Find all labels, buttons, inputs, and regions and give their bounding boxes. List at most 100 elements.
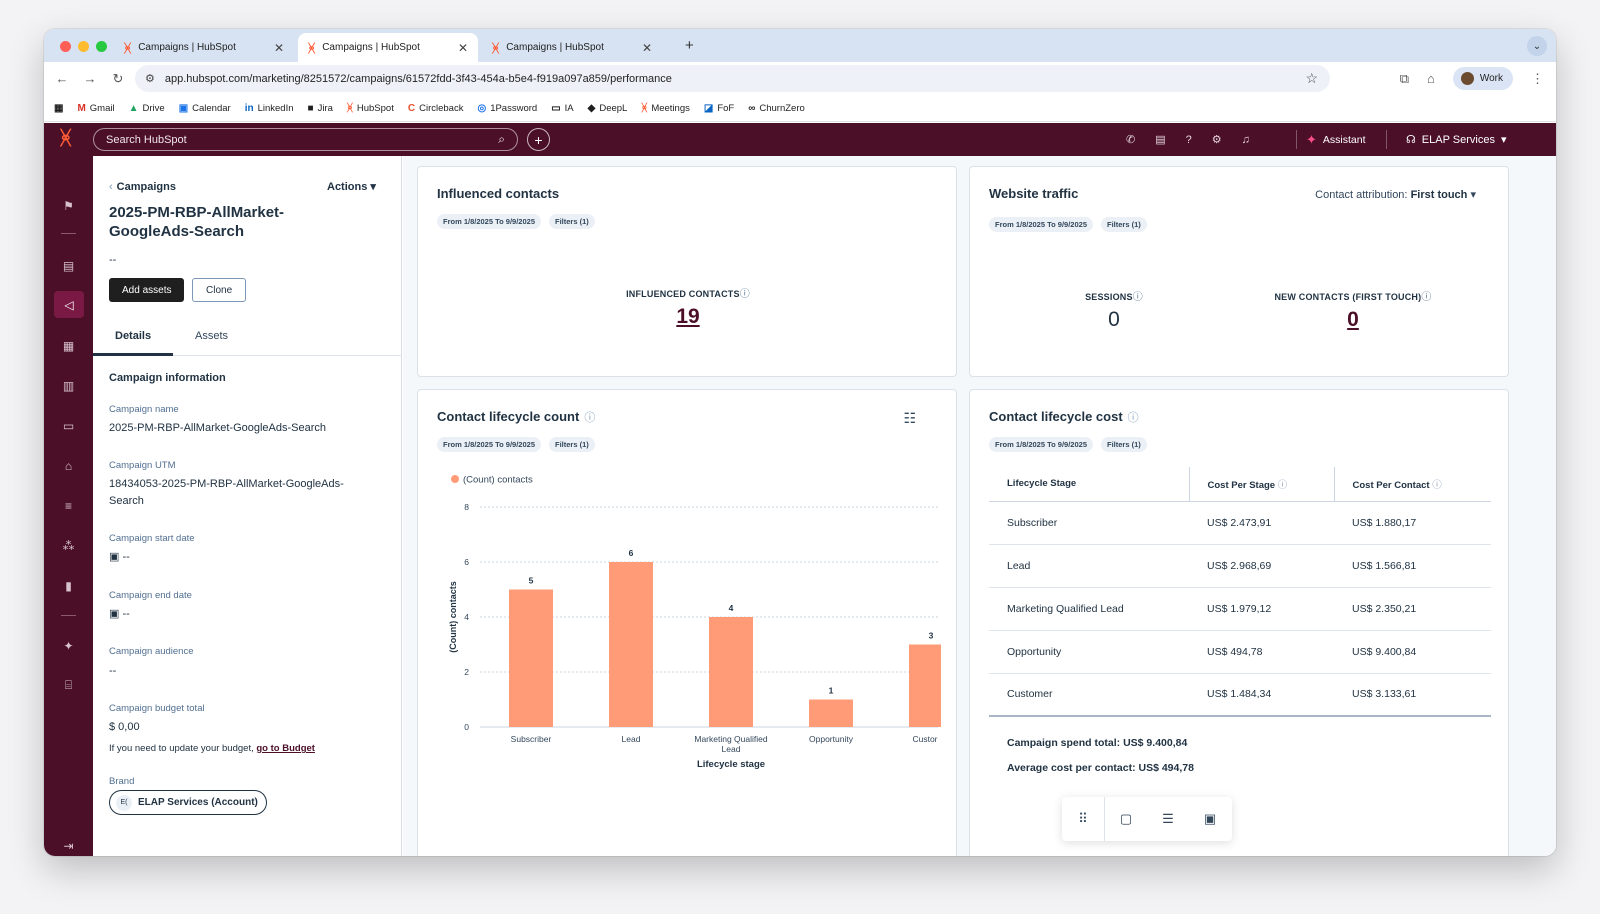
new-contacts-value[interactable]: 0	[1347, 308, 1359, 331]
bookmark-1password[interactable]: ◎ 1Password	[477, 102, 538, 114]
go-to-budget-link[interactable]: go to Budget	[256, 743, 315, 754]
bookmark-gmail[interactable]: M Gmail	[77, 102, 115, 114]
minimize-window-button[interactable]	[78, 41, 89, 52]
info-icon[interactable]: ⓘ	[1277, 479, 1288, 491]
account-menu[interactable]: ☊ ELAP Services ▾	[1406, 133, 1507, 147]
column-header[interactable]: Lifecycle Stage	[989, 467, 1189, 502]
breadcrumb[interactable]: ‹ Campaigns	[109, 181, 176, 193]
bookmark-fof[interactable]: ◪ FoF	[703, 102, 735, 114]
maximize-window-button[interactable]	[96, 41, 107, 52]
assistant-button[interactable]: ✦ Assistant	[1306, 131, 1366, 147]
info-icon[interactable]: ⓘ	[1127, 412, 1139, 424]
url-text[interactable]: app.hubspot.com/marketing/8251572/campai…	[164, 72, 672, 85]
bookmark-hubspot[interactable]: ᚸ HubSpot	[346, 102, 394, 114]
browser-tab-active[interactable]: ᚸ Campaigns | HubSpot ✕	[298, 33, 478, 62]
bookmark-churnzero[interactable]: ∞ ChurnZero	[748, 102, 805, 114]
tasks-icon[interactable]: ☰	[1162, 811, 1174, 826]
service-nav-icon[interactable]: ⌂	[64, 458, 73, 473]
info-icon[interactable]: ⓘ	[1132, 292, 1143, 303]
bookmark-circleback[interactable]: C Circleback	[407, 102, 464, 114]
info-icon[interactable]: ⓘ	[584, 412, 596, 424]
bookmark-deepl[interactable]: ◆ DeepL	[587, 102, 628, 114]
browser-tab[interactable]: ᚸ Campaigns | HubSpot ✕	[124, 40, 284, 55]
more-menu-icon[interactable]: ⋮	[1531, 70, 1544, 86]
chart-settings-icon[interactable]: ☷	[903, 410, 916, 426]
tab-details[interactable]: Details	[115, 330, 152, 342]
bookmark-drive[interactable]: ▲ Drive	[128, 102, 165, 114]
info-icon[interactable]: ⓘ	[1421, 292, 1432, 303]
site-settings-icon[interactable]: ⚙	[145, 73, 155, 85]
notifications-bell-icon[interactable]: ♫	[1241, 133, 1250, 146]
campaign-utm-value[interactable]: 18434053-2025-PM-RBP-AllMarket-GoogleAds…	[109, 478, 344, 507]
hubspot-logo-icon[interactable]: ᚸ	[60, 128, 72, 149]
close-tab-icon[interactable]: ✕	[457, 40, 468, 55]
tab-search-icon[interactable]: ⌄	[1527, 36, 1547, 56]
bookmark-linkedin[interactable]: in LinkedIn	[244, 102, 294, 114]
automation-nav-icon[interactable]: ⁂	[62, 538, 75, 553]
create-icon[interactable]: +	[527, 128, 550, 151]
collapse-nav-icon[interactable]: ⇥	[63, 838, 74, 853]
content-nav-icon[interactable]: ▦	[62, 338, 75, 353]
tab-assets[interactable]: Assets	[195, 330, 229, 342]
end-date-value[interactable]: ▣ --	[109, 608, 130, 620]
reload-icon[interactable]: ↻	[112, 70, 124, 86]
close-window-button[interactable]	[60, 41, 71, 52]
settings-gear-icon[interactable]: ⚙	[1211, 134, 1222, 146]
phone-icon[interactable]: ✆	[1126, 134, 1136, 146]
budget-total-value[interactable]: $ 0,00	[109, 721, 140, 733]
new-tab-icon[interactable]: +	[685, 37, 694, 54]
add-assets-button[interactable]: Add assets	[109, 278, 185, 302]
filters-pill[interactable]: Filters (1)	[1101, 217, 1147, 232]
brand-pill[interactable]: E( ELAP Services (Account)	[109, 790, 267, 815]
marketing-nav-icon[interactable]: ◁	[54, 291, 84, 318]
forward-icon[interactable]: →	[83, 71, 97, 86]
filters-pill[interactable]: Filters (1)	[549, 214, 595, 229]
info-icon[interactable]: ⓘ	[1432, 479, 1442, 491]
close-tab-icon[interactable]: ✕	[273, 40, 284, 55]
clone-button[interactable]: Clone	[192, 278, 247, 302]
column-header[interactable]: Cost Per Stage ⓘ	[1188, 467, 1334, 502]
bookmark-star-icon[interactable]: ☆	[1305, 70, 1318, 86]
bookmark-calendar[interactable]: ▣ Calendar	[178, 102, 231, 114]
actions-dropdown[interactable]: Actions ▾	[327, 181, 376, 193]
apps-icon[interactable]: ▦	[54, 102, 64, 114]
sales-nav-icon[interactable]: ▥	[62, 378, 75, 393]
bookmarks-nav-icon[interactable]: ⚑	[63, 198, 74, 213]
attribution-dropdown[interactable]: Contact attribution: First touch ▾	[1315, 189, 1476, 201]
breeze-nav-icon[interactable]: ✦	[63, 638, 74, 653]
address-bar[interactable]: ⚙ app.hubspot.com/marketing/8251572/camp…	[135, 65, 1330, 92]
browser-tab[interactable]: ᚸ Campaigns | HubSpot ✕	[492, 40, 652, 55]
help-icon[interactable]: ?	[1185, 133, 1192, 146]
info-icon[interactable]: ⓘ	[739, 289, 750, 300]
reporting-nav-icon[interactable]: ▮	[65, 578, 72, 593]
filters-pill[interactable]: Filters (1)	[549, 437, 595, 452]
calendar-icon[interactable]: ▣	[1203, 811, 1217, 826]
search-input[interactable]: Search HubSpot ⌕	[93, 128, 518, 151]
commerce-nav-icon[interactable]: ▭	[62, 418, 75, 433]
date-range-pill[interactable]: From 1/8/2025 To 9/9/2025	[989, 217, 1093, 232]
column-header[interactable]: Cost Per Contact ⓘ	[1333, 467, 1491, 502]
date-range-pill[interactable]: From 1/8/2025 To 9/9/2025	[437, 437, 541, 452]
audience-value[interactable]: --	[109, 665, 117, 677]
bookmark-jira[interactable]: ■ Jira	[307, 102, 333, 114]
contacts-nav-icon[interactable]: ▤	[62, 258, 75, 273]
bookmark-folder-ia[interactable]: ▭ IA	[551, 102, 574, 114]
marketplace-icon[interactable]: ▤	[1155, 134, 1166, 146]
influenced-contacts-value[interactable]: 19	[676, 305, 700, 328]
filters-pill[interactable]: Filters (1)	[1101, 437, 1147, 452]
development-nav-icon[interactable]: ⌸	[64, 678, 73, 692]
profile-button[interactable]: Work	[1452, 67, 1513, 90]
data-nav-icon[interactable]: ≡	[64, 498, 72, 513]
extensions-icon[interactable]: ⧉	[1399, 70, 1409, 86]
back-icon[interactable]: ←	[55, 71, 69, 86]
campaign-name-value[interactable]: 2025-PM-RBP-AllMarket-GoogleAds-Search	[109, 422, 327, 434]
comments-icon[interactable]: ▢	[1119, 811, 1133, 826]
start-date-value[interactable]: ▣ --	[109, 551, 130, 563]
date-range-pill[interactable]: From 1/8/2025 To 9/9/2025	[989, 437, 1093, 452]
incognito-icon[interactable]: ⌂	[1426, 71, 1435, 86]
search-icon[interactable]: ⌕	[498, 132, 505, 146]
bookmark-meetings[interactable]: ᚸ Meetings	[641, 102, 690, 114]
close-tab-icon[interactable]: ✕	[641, 40, 652, 55]
date-range-pill[interactable]: From 1/8/2025 To 9/9/2025	[437, 214, 541, 229]
drag-handle-icon[interactable]: ⠿	[1078, 811, 1088, 826]
